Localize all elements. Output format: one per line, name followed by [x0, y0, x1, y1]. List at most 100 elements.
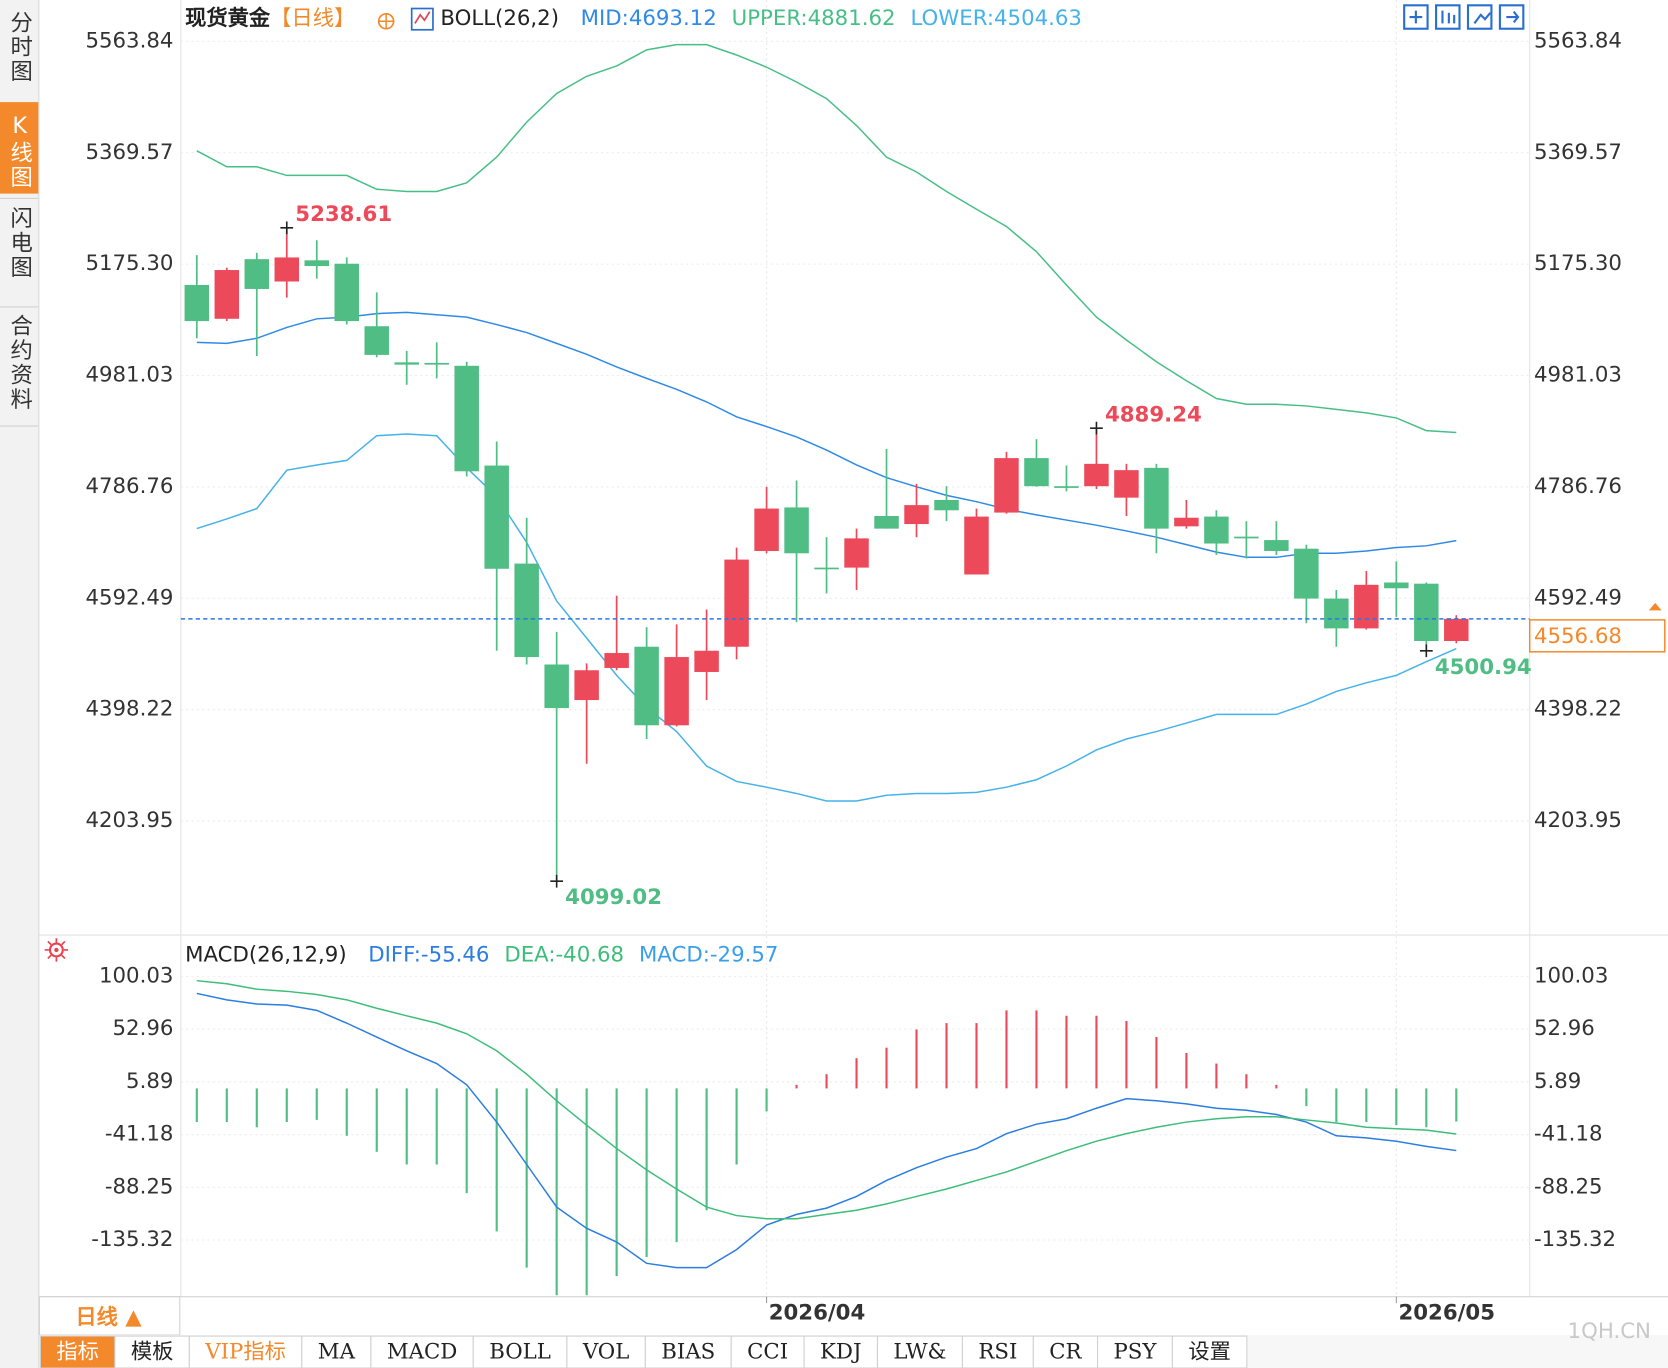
y-tick-label: 4786.76 [85, 474, 173, 499]
y-tick-label-right: 4786.76 [1534, 474, 1622, 499]
settings-icon-dot [54, 947, 59, 953]
y-tick-label-right: 5.89 [1534, 1069, 1581, 1094]
indicator-icon[interactable] [410, 7, 434, 31]
legend-value: 4881.62 [808, 6, 896, 31]
period-tab[interactable]: 日线 ▲ [75, 1304, 142, 1330]
toolbar-button-bg [188, 1335, 303, 1368]
legend-value: -29.57 [710, 942, 779, 967]
y-tick-label-right: 5175.30 [1534, 251, 1622, 276]
toolbar-button[interactable]: CR [1049, 1340, 1082, 1365]
candle-body [1024, 458, 1049, 487]
period-label: 【日线】 [270, 6, 355, 31]
candle-body [694, 650, 719, 672]
y-tick-label-right: 4203.95 [1534, 808, 1622, 833]
y-tick-label-right: -88.25 [1534, 1174, 1603, 1199]
sidebar-tab[interactable]: 合约资料 [7, 313, 33, 411]
sidebar-tab[interactable]: 分时图 [7, 10, 33, 84]
toolbar-button[interactable]: VOL [582, 1340, 630, 1365]
toolbar-button[interactable]: LW& [893, 1340, 946, 1365]
toolbar-button[interactable]: CCI [747, 1340, 788, 1365]
y-tick-label: 5175.30 [85, 251, 173, 276]
candle-body [514, 563, 539, 658]
icon-button[interactable] [1466, 4, 1493, 30]
last-price-arrow [1648, 602, 1662, 611]
legend-name: UPPER: [732, 6, 808, 31]
toolbar-button[interactable]: MA [318, 1340, 356, 1365]
macd-line [196, 979, 1457, 1220]
y-tick-label: -88.25 [105, 1174, 174, 1199]
candle-body [1174, 517, 1199, 527]
instrument-title: 现货黄金 [185, 5, 271, 31]
candle-body [364, 326, 389, 355]
candle-body [1354, 584, 1379, 629]
toolbar-button[interactable]: 设置 [1188, 1340, 1231, 1365]
y-tick-label: -135.32 [91, 1227, 173, 1252]
x-tick-label: 2026/05 [1398, 1301, 1495, 1326]
high-label: 5238.61 [295, 202, 392, 227]
macd-title: MACD(26,12,9) [185, 942, 347, 967]
icon-button[interactable] [1403, 4, 1429, 30]
toolbar-button-bg [803, 1335, 878, 1368]
high-label: 4889.24 [1105, 402, 1202, 427]
watermark: 1QH.CN [1568, 1319, 1651, 1344]
candle-body [1234, 536, 1259, 539]
candle-body [1144, 467, 1169, 529]
toolbar-button[interactable]: VIP指标 [204, 1340, 286, 1365]
high-marker [1090, 421, 1103, 435]
legend-value: 4504.63 [994, 6, 1082, 31]
toolbar-button[interactable]: PSY [1114, 1340, 1158, 1365]
last-price-label: 4556.68 [1534, 624, 1622, 649]
high-marker [280, 221, 294, 235]
icon-button[interactable] [1498, 4, 1525, 30]
candle-body [484, 465, 509, 569]
toolbar-button[interactable]: RSI [978, 1340, 1017, 1365]
icon-glyph [1409, 10, 1520, 25]
boll-line [196, 43, 1457, 434]
settings-icon[interactable] [48, 942, 64, 958]
candle-body [304, 260, 329, 267]
legend-name: MACD: [639, 942, 710, 967]
macd-line [196, 992, 1457, 1269]
toolbar-button-bg [730, 1335, 805, 1368]
toolbar-button[interactable]: 模板 [131, 1340, 174, 1365]
chart-header: 现货黄金【日线】 [185, 5, 355, 31]
legend-name: MID: [581, 6, 629, 31]
toolbar-button-bg [961, 1335, 1034, 1368]
toolbar-button[interactable]: MACD [387, 1340, 457, 1365]
candle-body [544, 664, 569, 709]
toolbar-button[interactable]: 指标 [56, 1340, 99, 1365]
toolbar-button-bg [39, 1335, 116, 1368]
toolbar-button[interactable]: BIAS [661, 1340, 715, 1365]
sidebar-tab[interactable]: K线图 [7, 113, 33, 190]
candle-body [604, 653, 629, 668]
y-tick-label: 4203.95 [85, 808, 173, 833]
candle-body [274, 257, 300, 282]
indicator-icon-glyph [414, 11, 431, 24]
toolbar-button-bg [370, 1335, 474, 1368]
legend-name: DEA: [504, 942, 555, 967]
low-label: 4099.02 [565, 885, 662, 910]
low-marker [1419, 644, 1433, 658]
boll-line [196, 433, 1457, 802]
y-tick-label-right: 52.96 [1534, 1016, 1595, 1041]
toolbar-buttons: 指标 模板 VIP指标 MA MACD BOLL VOL BIAS CCI KDJ LW& RSI CR… [39, 1335, 1248, 1368]
toolbar-button-bg [644, 1335, 732, 1368]
x-tick-label: 2026/04 [769, 1301, 866, 1326]
period-icon-glyph [378, 13, 394, 29]
candle-body [934, 499, 959, 511]
tab-separator [0, 425, 39, 427]
sidebar-tab[interactable]: 闪电图 [7, 206, 33, 280]
icon-button[interactable] [1435, 4, 1461, 30]
legend-name: LOWER: [910, 6, 994, 31]
settings-icon-rays [44, 938, 69, 962]
toolbar-button[interactable]: BOLL [489, 1340, 551, 1365]
toolbar-button[interactable]: KDJ [820, 1340, 861, 1365]
candle-body [814, 567, 839, 570]
tab-separator [0, 197, 39, 199]
candle-body [424, 362, 449, 365]
y-tick-label: 4592.49 [85, 585, 173, 610]
sidebar [0, 0, 39, 1368]
candle-body [244, 259, 270, 289]
indicator-title: BOLL(26,2) [440, 6, 559, 31]
